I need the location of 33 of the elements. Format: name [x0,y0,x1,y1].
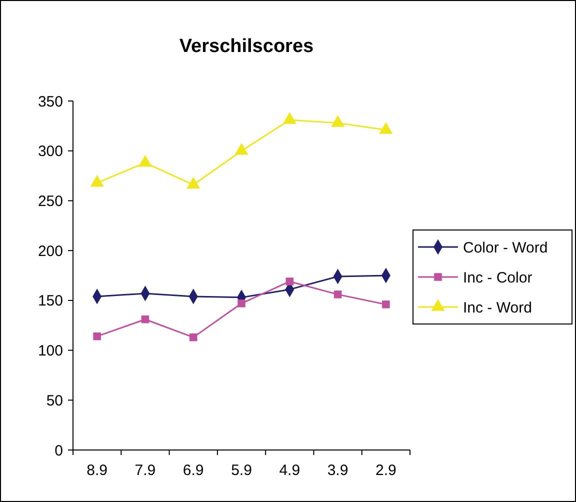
legend-label: Inc - Color [463,269,532,286]
point [234,143,248,155]
y-tick-label: 250 [38,192,63,210]
point [93,332,101,340]
x-tick-label: 2.9 [376,462,396,479]
point [382,300,390,308]
point [186,176,200,189]
x-tick-label: 6.9 [182,462,204,479]
chart-title: Verschilscores [179,36,314,57]
y-tick-label: 300 [38,143,63,160]
x-tick-label: 4.9 [279,462,300,479]
point [286,278,294,286]
point [282,112,296,124]
y-tick-label: 0 [54,442,63,460]
y-tick-label: 150 [38,292,63,310]
point [90,174,104,187]
point [141,316,150,324]
point [138,154,152,167]
y-tick-label: 350 [38,93,63,110]
y-tick-label: 200 [38,242,63,260]
y-tick-label: 100 [38,342,63,360]
point [330,115,345,127]
y-tick-label: 50 [46,392,63,410]
point [189,333,198,342]
point [238,300,246,308]
x-tick-label: 3.9 [327,462,348,479]
x-tick-label: 7.9 [134,462,156,479]
x-tick-label: 8.9 [86,462,108,479]
point [379,122,393,134]
legend-label: Inc - Word [463,299,532,316]
x-tick-label: 5.9 [231,462,252,479]
legend-label: Color - Word [463,239,548,256]
point [334,290,342,298]
